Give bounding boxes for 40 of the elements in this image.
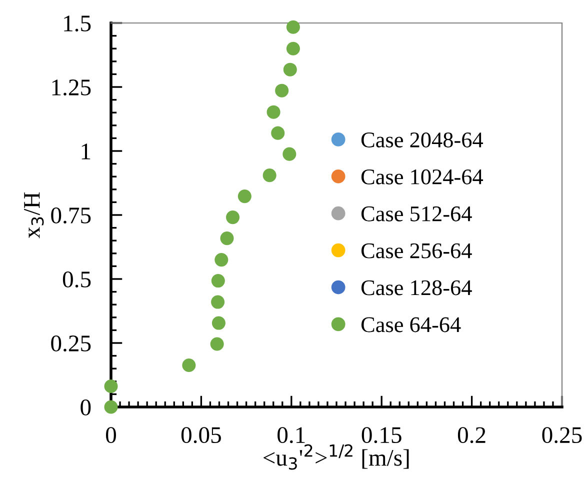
point: [286, 20, 300, 34]
legend-label: Case 256-64: [361, 243, 472, 258]
point: [212, 316, 226, 330]
point: [104, 400, 118, 414]
y-axis-title: x$_{3}$/H: [24, 192, 44, 238]
y-tick-label: 0.25: [51, 335, 91, 352]
point: [275, 84, 289, 98]
point: [238, 190, 252, 204]
legend-label: Case 128-64: [361, 280, 472, 296]
point: [282, 147, 296, 161]
point: [271, 126, 285, 140]
point: [211, 295, 225, 309]
x-tick-label: 0.15: [362, 427, 402, 444]
point: [266, 105, 280, 119]
legend-label: Case 64-64: [361, 317, 461, 332]
x-tick-label: 0.2: [458, 427, 486, 444]
point: [286, 42, 300, 56]
y-tick-label: 1.25: [52, 80, 91, 96]
x-tick-label: 0.25: [542, 427, 582, 444]
point: [211, 274, 225, 288]
point: [210, 337, 224, 351]
x-axis-title: <u$_{3}$'$^{2}$>$^{1/2}$ [m/s]: [264, 444, 409, 470]
y-tick-label: 0.75: [51, 207, 91, 224]
x-tick-label: 0.1: [278, 427, 305, 444]
y-tick-label: 0.5: [62, 271, 91, 288]
point: [262, 168, 276, 182]
point: [214, 253, 228, 267]
legend-label: Case 1024-64: [361, 169, 484, 184]
y-tick-label: 1: [82, 144, 90, 160]
legend-label: Case 512-64: [361, 206, 472, 222]
point: [283, 62, 297, 76]
y-tick-label: 0: [80, 399, 91, 416]
point: [220, 232, 234, 246]
x-tick-label: 0: [106, 427, 116, 444]
point: [104, 379, 118, 394]
x-tick-label: 0.05: [181, 427, 221, 444]
legend-label: Case 2048-64: [361, 132, 484, 148]
point: [182, 358, 196, 372]
y-tick-label: 1.5: [64, 16, 91, 32]
point: [226, 210, 240, 224]
